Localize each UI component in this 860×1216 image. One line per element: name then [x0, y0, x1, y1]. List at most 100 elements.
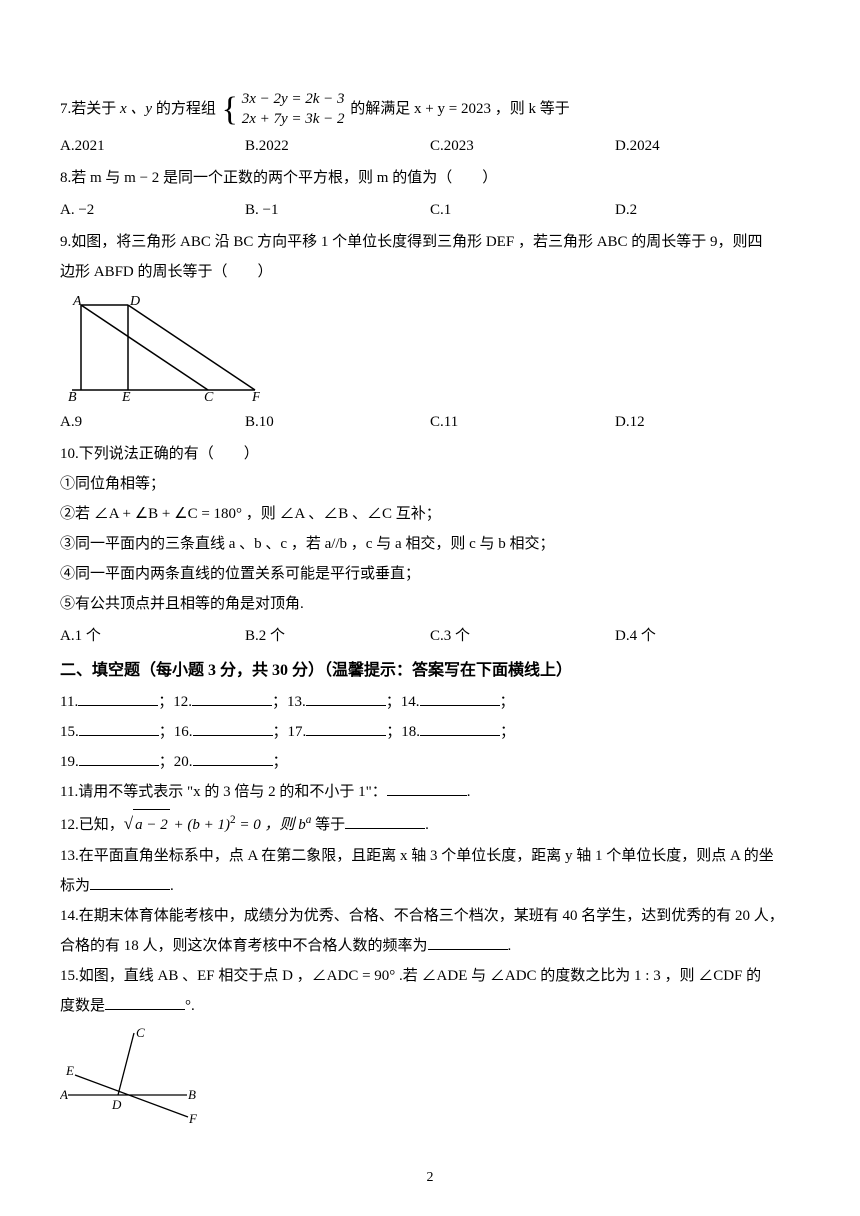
- q9-options: A.9 B.10 C.11 D.12: [60, 407, 800, 437]
- q8-option-d: D.2: [615, 195, 800, 225]
- q15-l2t: 度数是: [60, 998, 105, 1014]
- q7-option-b: B.2022: [245, 131, 430, 161]
- l-c: C: [136, 1027, 145, 1040]
- question-13-l2: 标为.: [60, 871, 800, 901]
- q8-options: A. −2 B. −1 C.1 D.2: [60, 195, 800, 225]
- page-content: 7.若关于 x 、y 的方程组 { 3x − 2y = 2k − 3 2x + …: [60, 90, 800, 1127]
- q7-eq2: 2x + 7y = 3k − 2: [242, 110, 345, 130]
- b14: ；14.: [386, 694, 420, 710]
- q13-blank: [90, 875, 170, 890]
- label-b: B: [68, 390, 77, 405]
- b12: ；12.: [158, 694, 192, 710]
- q7-xy: x 、y: [116, 101, 156, 117]
- q10-option-a: A.1 个: [60, 621, 245, 651]
- label-a: A: [72, 294, 82, 309]
- q10-s2: ②若 ∠A + ∠B + ∠C = 180° ，则 ∠A 、∠B 、∠C 互补；: [60, 499, 800, 529]
- question-15-l2: 度数是°.: [60, 991, 800, 1021]
- q15-lines-diagram: A B C D E F: [60, 1027, 205, 1127]
- q12-s2: 等于: [311, 817, 345, 833]
- b18e: ；: [500, 724, 515, 740]
- q10-s4: ④同一平面内两条直线的位置关系可能是平行或垂直；: [60, 559, 800, 589]
- q14-l2t: 合格的有 18 人，则这次体育考核中不合格人数的频率为: [60, 938, 428, 954]
- label-d: D: [129, 294, 140, 309]
- q15-end: .: [191, 998, 195, 1014]
- sqrt-icon: √a − 2: [124, 807, 170, 841]
- blank-20: [193, 751, 273, 766]
- q7-equations: 3x − 2y = 2k − 3 2x + 7y = 3k − 2: [242, 90, 345, 129]
- blank-18: [420, 721, 500, 736]
- blank-12: [192, 691, 272, 706]
- page-number: 2: [427, 1170, 434, 1186]
- q14-blank: [428, 935, 508, 950]
- question-7: 7.若关于 x 、y 的方程组 { 3x − 2y = 2k − 3 2x + …: [60, 90, 800, 129]
- label-c: C: [204, 390, 214, 405]
- q10-option-c: C.3 个: [430, 621, 615, 651]
- q14-end: .: [508, 938, 512, 954]
- question-9-line2: 边形 ABFD 的周长等于（ ）: [60, 257, 800, 287]
- l-b: B: [188, 1087, 196, 1102]
- q12-end: .: [425, 817, 429, 833]
- q13-end: .: [170, 878, 174, 894]
- q12-mid: + (b + 1): [170, 817, 230, 833]
- question-9-line1: 9.如图，将三角形 ABC 沿 BC 方向平移 1 个单位长度得到三角形 DEF…: [60, 227, 800, 257]
- q10-s3: ③同一平面内的三条直线 a 、b 、c ，若 a//b ，c 与 a 相交，则 …: [60, 529, 800, 559]
- q12-sqrt-body: a − 2: [133, 809, 170, 840]
- q9-option-d: D.12: [615, 407, 800, 437]
- b20: ；20.: [159, 754, 193, 770]
- q11-blank: [387, 781, 467, 796]
- q9-figure: A D B E C F: [60, 293, 800, 405]
- b17: ；17.: [273, 724, 307, 740]
- q11-text: 11.请用不等式表示 "x 的 3 倍与 2 的和不小于 1"：: [60, 784, 387, 800]
- question-11: 11.请用不等式表示 "x 的 3 倍与 2 的和不小于 1"：.: [60, 777, 800, 807]
- b13: ；13.: [272, 694, 306, 710]
- l-d: D: [111, 1097, 122, 1112]
- blank-17: [306, 721, 386, 736]
- question-12: 12.已知，√a − 2 + (b + 1)2 = 0 ，则 ba 等于.: [60, 807, 800, 841]
- blanks-row3: 19. ；20. ；: [60, 747, 800, 777]
- b20e: ；: [273, 754, 288, 770]
- q7-equation-system: { 3x − 2y = 2k − 3 2x + 7y = 3k − 2: [222, 90, 345, 129]
- q7-options: A.2021 B.2022 C.2023 D.2024: [60, 131, 800, 161]
- q9-option-c: C.11: [430, 407, 615, 437]
- blank-19: [79, 751, 159, 766]
- b18: ；18.: [386, 724, 420, 740]
- b16: ；16.: [159, 724, 193, 740]
- question-13-l1: 13.在平面直角坐标系中，点 A 在第二象限，且距离 x 轴 3 个单位长度，距…: [60, 841, 800, 871]
- q11-end: .: [467, 784, 471, 800]
- q7-prefix: 7.若关于: [60, 101, 116, 117]
- blank-13: [306, 691, 386, 706]
- q9-triangle-diagram: A D B E C F: [60, 293, 260, 405]
- q7-suffix: 的解满足 x + y = 2023 ，则 k 等于: [350, 101, 569, 117]
- q7-mid: 的方程组: [156, 101, 216, 117]
- q10-s5: ⑤有公共顶点并且相等的角是对顶角.: [60, 589, 800, 619]
- q10-option-d: D.4 个: [615, 621, 800, 651]
- q10-options: A.1 个 B.2 个 C.3 个 D.4 个: [60, 621, 800, 651]
- l-e: E: [65, 1063, 74, 1078]
- b11: 11.: [60, 694, 78, 710]
- q7-option-d: D.2024: [615, 131, 800, 161]
- blanks-row2: 15. ；16. ；17. ；18. ；: [60, 717, 800, 747]
- section2-title: 二、填空题（每小题 3 分，共 30 分）（温馨提示：答案写在下面横线上）: [60, 655, 800, 687]
- q8-option-c: C.1: [430, 195, 615, 225]
- q10-s1: ①同位角相等；: [60, 469, 800, 499]
- b15: 15.: [60, 724, 79, 740]
- q7-option-a: A.2021: [60, 131, 245, 161]
- q12-prefix: 12.已知，: [60, 817, 124, 833]
- question-10-header: 10.下列说法正确的有（ ）: [60, 439, 800, 469]
- q13-l2t: 标为: [60, 878, 90, 894]
- blanks-row1: 11. ；12. ；13. ；14. ；: [60, 687, 800, 717]
- q8-option-a: A. −2: [60, 195, 245, 225]
- q8-option-b: B. −1: [245, 195, 430, 225]
- q9-option-a: A.9: [60, 407, 245, 437]
- q10-option-b: B.2 个: [245, 621, 430, 651]
- q7-option-c: C.2023: [430, 131, 615, 161]
- q9-option-b: B.10: [245, 407, 430, 437]
- question-14-l2: 合格的有 18 人，则这次体育考核中不合格人数的频率为.: [60, 931, 800, 961]
- b19: 19.: [60, 754, 79, 770]
- label-f: F: [251, 390, 260, 405]
- question-14-l1: 14.在期末体育体能考核中，成绩分为优秀、合格、不合格三个档次，某班有 40 名…: [60, 901, 800, 931]
- l-f: F: [188, 1111, 198, 1126]
- brace-icon: {: [222, 93, 238, 127]
- b14e: ；: [500, 694, 515, 710]
- l-a: A: [60, 1087, 68, 1102]
